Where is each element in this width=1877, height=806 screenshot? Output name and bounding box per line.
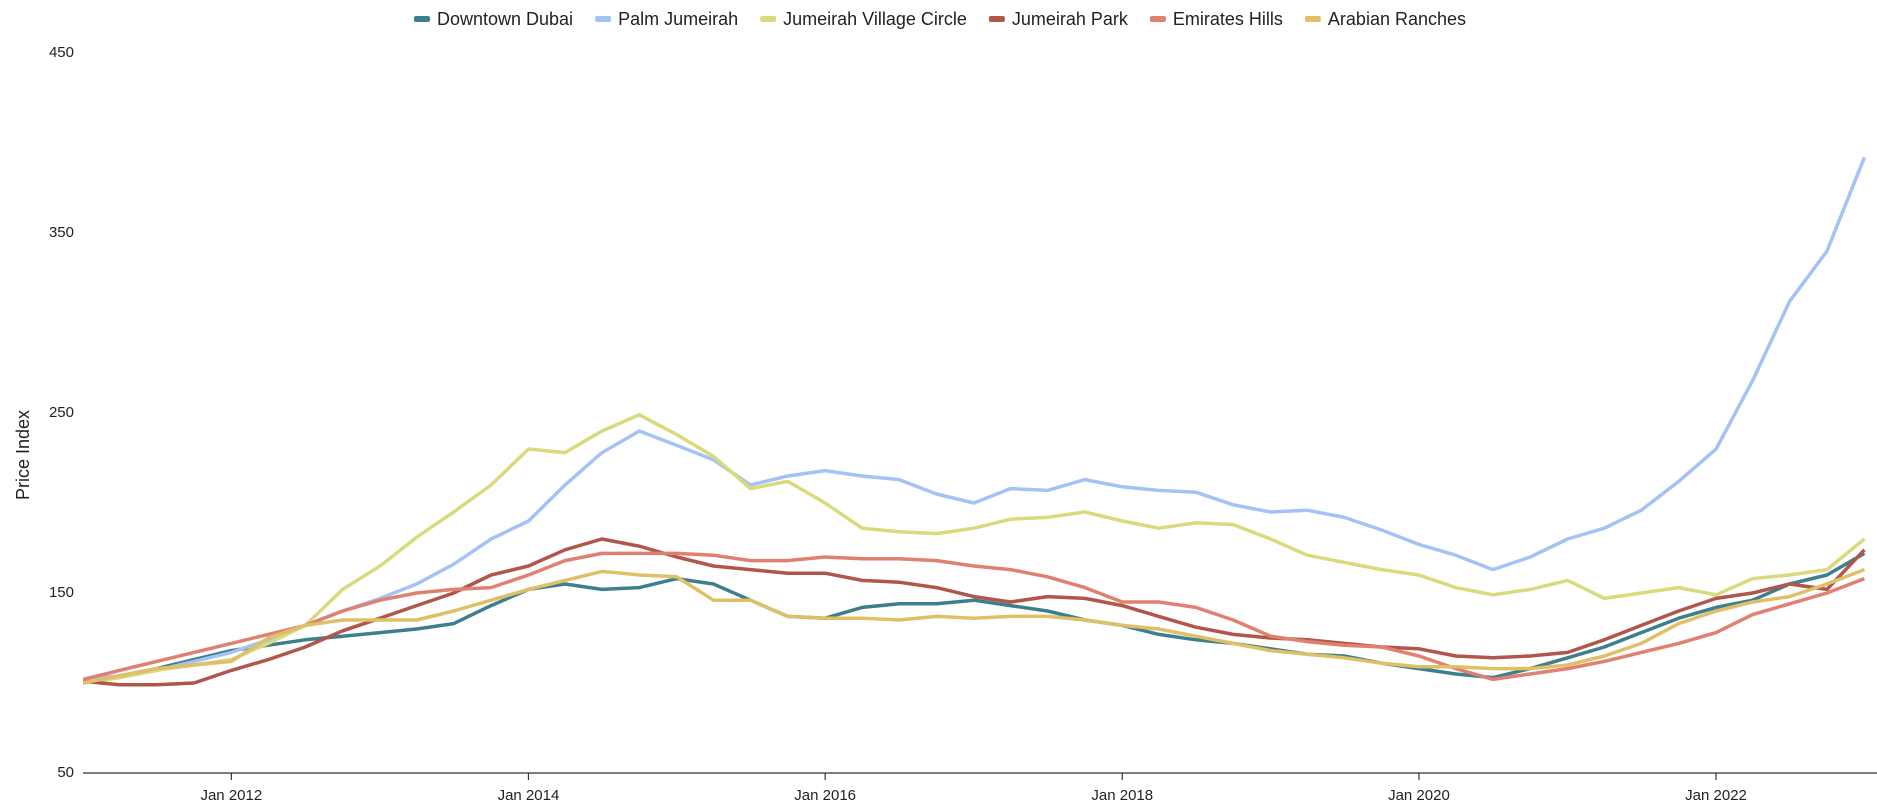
y-tick-label: 450 [49, 44, 74, 61]
legend-label: Palm Jumeirah [618, 9, 738, 29]
legend-label: Arabian Ranches [1328, 9, 1466, 29]
series-line [83, 156, 1867, 682]
legend-swatch [595, 16, 612, 22]
legend-item: Downtown Dubai [413, 9, 573, 29]
legend-swatch [1149, 16, 1166, 22]
y-tick-label: 350 [49, 224, 74, 241]
series-line [83, 567, 1866, 685]
legend-label: Jumeirah Village Circle [783, 9, 967, 29]
y-axis-title: Price Index [13, 410, 33, 500]
y-tick-label: 250 [49, 404, 74, 421]
series-line [83, 551, 1866, 682]
legend-item: Palm Jumeirah [595, 9, 738, 29]
legend-item: Jumeirah Village Circle [760, 9, 967, 29]
legend-swatch [988, 16, 1005, 22]
legend-label: Downtown Dubai [437, 9, 573, 29]
series-line [83, 537, 1866, 687]
series-line [83, 551, 1866, 685]
legend-swatch [413, 16, 430, 22]
legend-item: Emirates Hills [1149, 9, 1283, 29]
legend: Downtown Dubai Palm Jumeirah Jumeirah Vill… [413, 9, 1466, 29]
legend-label: Emirates Hills [1173, 9, 1283, 29]
legend-item: Jumeirah Park [988, 9, 1129, 29]
legend-swatch [760, 16, 777, 22]
legend-item: Arabian Ranches [1304, 9, 1466, 29]
x-tick-label: Jan 2012 [200, 787, 262, 804]
x-tick-label: Jan 2020 [1388, 787, 1450, 804]
series-line [83, 413, 1866, 685]
plot-area [83, 156, 1867, 687]
y-tick-label: 50 [57, 764, 74, 781]
x-tick-label: Jan 2016 [794, 787, 856, 804]
x-tick-label: Jan 2022 [1685, 787, 1747, 804]
x-tick-label: Jan 2018 [1091, 787, 1153, 804]
legend-swatch [1304, 16, 1321, 22]
x-tick-label: Jan 2014 [498, 787, 560, 804]
y-tick-label: 150 [49, 584, 74, 601]
legend-label: Jumeirah Park [1012, 9, 1129, 29]
